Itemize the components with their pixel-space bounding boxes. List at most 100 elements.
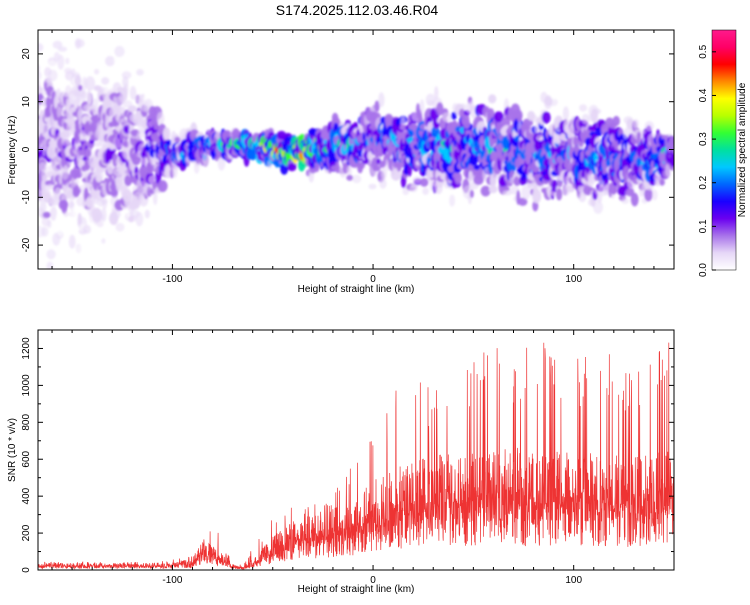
colorbar-scale [711,29,737,271]
spectrogram-cell [488,94,497,104]
y-tick-label: 0 [21,567,32,573]
spectrogram-cell [516,113,522,123]
spectrogram-cell [38,162,48,172]
spectrogram-cell [61,138,70,147]
spectrogram-cell [39,260,47,267]
snr-xlabel: Height of straight line (km) [298,584,415,595]
spectrogram-cell [75,61,83,70]
spectrogram-cell [86,92,92,105]
spectrogram-cell [621,197,630,204]
spectrogram-cell [129,85,137,100]
spectrogram-cell [105,55,115,67]
spectrogram-cell [92,98,99,111]
y-tick-label: 1200 [21,337,32,360]
spectrogram-cell [135,212,144,227]
spectrogram-cell [171,130,177,146]
spectrogram-cell [61,200,68,214]
snr-ylabel: SNR (10 * v/v) [7,418,18,482]
spectrogram-cell [63,211,69,217]
spectrogram-cell [469,189,474,198]
y-tick-label: 20 [21,48,32,60]
spectrogram-cell [84,56,90,71]
spectrogram-cell [488,185,498,194]
spectrogram-cell [587,174,595,188]
spectrogram-cell [45,96,53,109]
x-tick-label: 100 [565,575,582,586]
spectrogram-cell [593,200,604,214]
spectrogram-cell [468,170,473,183]
spectrogram-cell [531,114,538,123]
spectrogram-cell [202,151,209,167]
spectrogram-cell [94,68,100,75]
spectrogram-cell [593,108,602,114]
spectrogram-cell [646,185,654,191]
spectrogram-cell [57,46,68,52]
spectrogram-cell [72,178,80,186]
spectrogram-cell [111,208,121,220]
spectrogram-cell [518,197,528,206]
spectrogram-cell [68,234,76,249]
spectrogram-cell [572,136,578,147]
colorbar-tick-label: 0.4 [698,88,709,102]
y-tick-label: 800 [21,414,32,431]
spectrogram-cell [562,106,570,121]
spectrogram-cell [75,39,85,48]
y-tick-label: -20 [21,237,32,252]
spectrogram-cell [651,189,658,201]
spectrogram-cell [73,205,79,219]
spectrogram-cell [72,170,83,179]
spectrogram-cell [422,187,429,195]
spectrogram-cell [368,183,377,190]
spectrogram-cell [38,43,44,52]
spectrogram-cell [134,78,139,90]
spectrogram-image [38,38,674,269]
spectrogram-cell [426,100,435,106]
spectrogram-cell [346,165,353,177]
spectrogram-cell [434,86,439,100]
colorbar: 0.0 0.1 0.2 0.3 0.4 0.5 Normalized spectral a… [698,29,748,277]
spectrogram-cell [101,77,110,85]
x-tick-label: 100 [565,274,582,285]
spectrogram-cell [136,69,144,76]
spectrogram-cell [68,96,75,111]
spectrogram-cell [38,64,41,73]
spectrogram-cell [463,118,471,129]
spectrogram-cell [50,206,57,221]
spectrogram-cell [144,209,150,219]
spectrogram-cell [86,43,97,56]
snr-frame [37,329,675,571]
spectrogram-cell [127,105,137,113]
spectrogram-cell [93,226,102,239]
spectrogram-cell [541,111,551,124]
spectrogram-cell [85,243,92,252]
spectrogram-cell [579,104,588,112]
spectrogram-cell [65,57,70,65]
x-tick-label: 0 [370,575,376,586]
spectrogram-cell [532,188,542,204]
spectrogram-cell [74,74,82,87]
spectrogram-cell [393,95,402,104]
spectrogram-cell [357,162,363,174]
spectrogram-cell [82,224,92,234]
spectrogram-cell [378,92,385,108]
spectrogram-cell [456,103,461,109]
spectrogram-cell [644,187,653,202]
spectrogram-cell [38,79,41,89]
x-tick-label: -100 [162,575,182,586]
x-tick-label: -100 [162,274,182,285]
spectrogram-cell [480,185,491,197]
spectrogram-cell [441,112,453,122]
spectrogram-cell [96,86,105,92]
spectrogram-cell [612,115,620,127]
colorbar-tick-label: 0.0 [698,263,709,277]
y-tick-label: 1000 [21,374,32,397]
y-tick-label: -10 [21,190,32,205]
spectrogram-cell [95,171,104,181]
spectrogram-cell [502,190,512,196]
spectrogram-cell [84,148,92,158]
spectrogram-cell [47,60,57,69]
spectrogram-cell [436,102,444,116]
